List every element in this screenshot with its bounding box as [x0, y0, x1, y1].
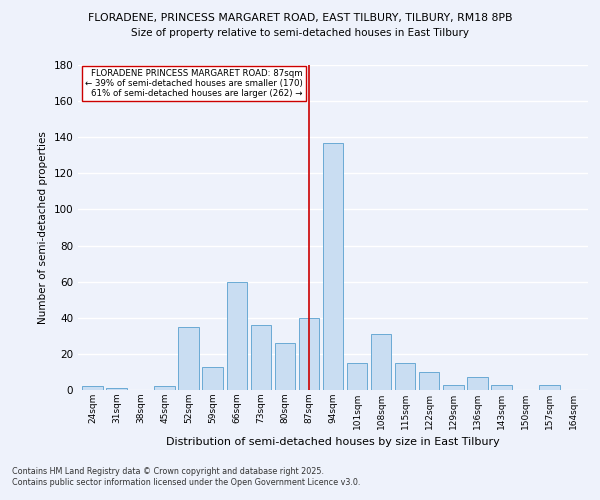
Bar [491, 384, 512, 390]
X-axis label: Distribution of semi-detached houses by size in East Tilbury: Distribution of semi-detached houses by … [166, 438, 500, 448]
Bar [82, 386, 103, 390]
Bar [299, 318, 319, 390]
Bar [323, 142, 343, 390]
Bar [202, 366, 223, 390]
Text: Size of property relative to semi-detached houses in East Tilbury: Size of property relative to semi-detach… [131, 28, 469, 38]
Bar [227, 282, 247, 390]
Bar [419, 372, 439, 390]
Bar [443, 384, 464, 390]
Text: FLORADENE, PRINCESS MARGARET ROAD, EAST TILBURY, TILBURY, RM18 8PB: FLORADENE, PRINCESS MARGARET ROAD, EAST … [88, 12, 512, 22]
Y-axis label: Number of semi-detached properties: Number of semi-detached properties [38, 131, 48, 324]
Bar [371, 334, 391, 390]
Text: Contains HM Land Registry data © Crown copyright and database right 2025.: Contains HM Land Registry data © Crown c… [12, 467, 324, 476]
Text: Contains public sector information licensed under the Open Government Licence v3: Contains public sector information licen… [12, 478, 361, 487]
Text: FLORADENE PRINCESS MARGARET ROAD: 87sqm
← 39% of semi-detached houses are smalle: FLORADENE PRINCESS MARGARET ROAD: 87sqm … [85, 68, 303, 98]
Bar [275, 343, 295, 390]
Bar [251, 325, 271, 390]
Bar [539, 384, 560, 390]
Bar [154, 386, 175, 390]
Bar [347, 363, 367, 390]
Bar [395, 363, 415, 390]
Bar [106, 388, 127, 390]
Bar [467, 378, 488, 390]
Bar [178, 327, 199, 390]
